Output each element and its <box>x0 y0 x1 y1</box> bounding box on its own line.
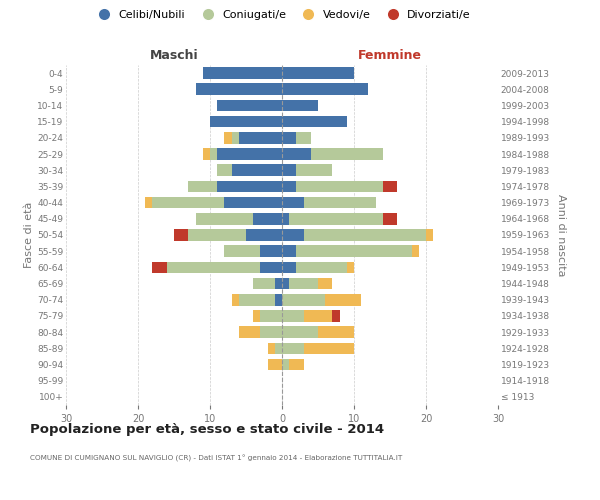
Bar <box>282 246 296 257</box>
Bar <box>304 197 376 208</box>
Bar <box>383 213 397 224</box>
Bar <box>282 310 304 322</box>
Bar <box>217 164 232 176</box>
Bar <box>282 132 296 143</box>
Bar <box>289 213 383 224</box>
Y-axis label: Fasce di età: Fasce di età <box>24 202 34 268</box>
Bar <box>239 326 260 338</box>
Bar <box>318 326 354 338</box>
Bar <box>210 116 282 128</box>
Bar <box>253 213 282 224</box>
Bar <box>282 180 296 192</box>
Bar <box>296 132 311 143</box>
Bar <box>217 148 282 160</box>
Bar <box>217 180 282 192</box>
Bar <box>426 229 433 241</box>
Bar <box>282 213 289 224</box>
Bar <box>210 148 217 160</box>
Bar <box>282 164 296 176</box>
Bar <box>282 148 311 160</box>
Bar <box>347 262 354 273</box>
Bar <box>325 294 361 306</box>
Bar <box>332 310 340 322</box>
Legend: Celibi/Nubili, Coniugati/e, Vedovi/e, Divorziati/e: Celibi/Nubili, Coniugati/e, Vedovi/e, Di… <box>89 6 475 25</box>
Bar <box>311 148 383 160</box>
Bar <box>296 164 332 176</box>
Bar <box>224 132 232 143</box>
Bar <box>275 342 282 354</box>
Bar <box>282 100 318 112</box>
Bar <box>304 229 426 241</box>
Bar <box>167 262 260 273</box>
Bar <box>282 294 325 306</box>
Bar <box>282 84 368 95</box>
Y-axis label: Anni di nascita: Anni di nascita <box>556 194 566 276</box>
Bar <box>282 358 289 370</box>
Bar <box>260 310 282 322</box>
Bar <box>282 326 318 338</box>
Bar <box>152 262 167 273</box>
Bar <box>239 132 282 143</box>
Bar <box>282 342 304 354</box>
Text: Popolazione per età, sesso e stato civile - 2014: Popolazione per età, sesso e stato civil… <box>30 422 384 436</box>
Text: COMUNE DI CUMIGNANO SUL NAVIGLIO (CR) - Dati ISTAT 1° gennaio 2014 - Elaborazion: COMUNE DI CUMIGNANO SUL NAVIGLIO (CR) - … <box>30 455 402 462</box>
Bar <box>253 278 275 289</box>
Bar <box>296 180 383 192</box>
Bar <box>318 278 332 289</box>
Bar <box>282 116 347 128</box>
Bar <box>253 310 260 322</box>
Bar <box>246 229 282 241</box>
Bar <box>304 342 354 354</box>
Bar <box>232 164 282 176</box>
Bar <box>268 358 282 370</box>
Bar <box>296 246 412 257</box>
Bar <box>232 132 239 143</box>
Bar <box>224 197 282 208</box>
Bar <box>289 278 318 289</box>
Bar <box>268 342 275 354</box>
Bar <box>188 229 246 241</box>
Bar <box>224 246 260 257</box>
Bar <box>145 197 152 208</box>
Bar <box>203 68 282 79</box>
Bar <box>174 229 188 241</box>
Bar <box>383 180 397 192</box>
Bar <box>232 294 239 306</box>
Bar <box>412 246 419 257</box>
Bar <box>282 197 304 208</box>
Bar <box>260 246 282 257</box>
Text: Femmine: Femmine <box>358 49 422 62</box>
Bar <box>275 294 282 306</box>
Bar <box>196 84 282 95</box>
Bar <box>282 262 296 273</box>
Bar <box>152 197 224 208</box>
Text: Maschi: Maschi <box>149 49 199 62</box>
Bar <box>239 294 275 306</box>
Bar <box>304 310 332 322</box>
Bar <box>296 262 347 273</box>
Bar <box>282 68 354 79</box>
Bar <box>196 213 253 224</box>
Bar <box>282 278 289 289</box>
Bar <box>282 229 304 241</box>
Bar <box>289 358 304 370</box>
Bar <box>217 100 282 112</box>
Bar <box>188 180 217 192</box>
Bar <box>203 148 210 160</box>
Bar <box>260 326 282 338</box>
Bar <box>260 262 282 273</box>
Bar <box>275 278 282 289</box>
